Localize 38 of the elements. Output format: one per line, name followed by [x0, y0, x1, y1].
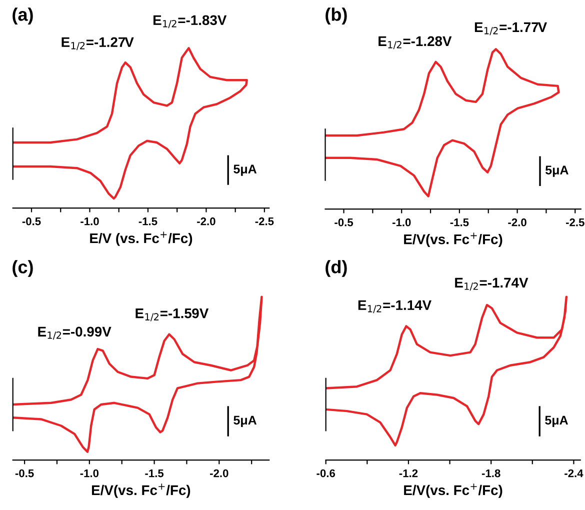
- chart-title: (d): [326, 260, 347, 277]
- text: E$_{1/2}$=-1.28V: [378, 36, 452, 50]
- x-tick-label: -1.0: [80, 217, 99, 226]
- text: E$_{1/2}$=-1.83V: [154, 15, 227, 28]
- x-tick-label: -0.6: [316, 469, 336, 478]
- x-tick-label: -1.5: [145, 469, 164, 478]
- chart-title: (c): [12, 260, 33, 277]
- annotation: 5μA: [234, 164, 257, 176]
- x-tick-label: -0.5: [15, 469, 34, 478]
- x-tick-label: -2.0: [197, 217, 216, 226]
- x-tick-label: -2.5: [566, 218, 584, 226]
- x-tick-label: -1.5: [138, 218, 158, 226]
- chart-title: (b): [326, 8, 347, 24]
- text: E$_{1/2}$=-1.74V: [455, 278, 528, 291]
- chart-title: (a): [12, 8, 33, 24]
- annotation: E$_{1/2}$=-1.59V: [136, 308, 209, 322]
- annotation: E$_{1/2}$=-1.14V: [358, 300, 432, 314]
- x-tick-label: -1.5: [450, 218, 469, 226]
- x-tick-label: -2.0: [508, 218, 526, 226]
- x-axis-title: E/V(vs. Fc$^{+}$/Fc): [404, 232, 502, 247]
- text: E$_{1/2}$=-1.77V: [474, 22, 547, 36]
- annotation: 5μA: [545, 416, 568, 428]
- x-tick-label: -1.8: [482, 469, 500, 478]
- annotation: 5μA: [546, 166, 568, 177]
- x-tick-label: -2.0: [210, 469, 228, 478]
- x-tick-label: -2.4: [564, 469, 584, 478]
- annotation: E$_{1/2}$=-1.27V: [62, 37, 134, 50]
- annotation: E$_{1/2}$=-0.99V: [38, 326, 112, 340]
- x-axis-title: E/V (vs. Fc$^{+}$/Fc): [90, 232, 192, 246]
- x-tick-label: -2.5: [255, 217, 274, 226]
- x-tick-label: -1.0: [80, 469, 99, 478]
- x-tick-label: -0.5: [22, 217, 41, 226]
- x-axis-title: E/V(vs. Fc$^{+}$/Fc): [404, 484, 502, 498]
- x-tick-label: -0.5: [334, 218, 354, 226]
- x-tick-label: -1.0: [392, 218, 411, 226]
- annotation: 5μA: [234, 416, 257, 428]
- x-axis-title: E/V(vs. Fc$^{+}$/Fc): [92, 484, 190, 498]
- x-tick-label: -1.2: [399, 469, 418, 478]
